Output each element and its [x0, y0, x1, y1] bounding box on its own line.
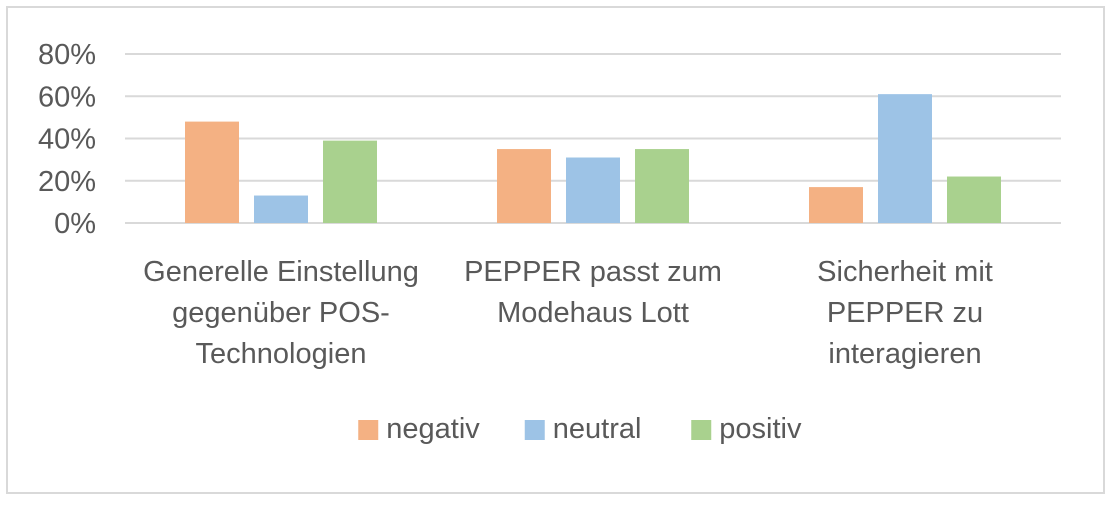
category-label: Sicherheit mit PEPPER zu interagieren — [817, 256, 993, 370]
legend-label: neutral — [553, 413, 642, 445]
category-label-line: gegenüber POS- — [172, 297, 390, 329]
category-label-line: PEPPER passt zum — [464, 256, 722, 288]
legend-label: positiv — [719, 413, 802, 445]
bar-positiv — [323, 140, 377, 223]
y-tick-label: 20% — [38, 166, 96, 198]
legend-swatch-negativ — [358, 420, 379, 440]
category-label: PEPPER passt zum Modehaus Lott — [464, 256, 722, 329]
chart-frame — [6, 6, 1105, 494]
bar-negativ — [497, 149, 551, 223]
category-label: Generelle Einstellung gegenüber POS- Techn… — [143, 256, 419, 370]
category-label-line: PEPPER zu — [827, 297, 983, 329]
bar-neutral — [566, 157, 620, 223]
category-label-line: Modehaus Lott — [497, 297, 689, 329]
bar-negativ — [809, 187, 863, 223]
y-tick-label: 40% — [38, 124, 96, 156]
bar-negativ — [185, 121, 239, 223]
bar-positiv — [635, 149, 689, 223]
category-label-line: Sicherheit mit — [817, 256, 993, 288]
category-label-line: Generelle Einstellung — [143, 256, 419, 288]
bar-neutral — [878, 94, 932, 223]
y-tick-label: 0% — [54, 208, 96, 240]
category-labels: Generelle Einstellung gegenüber POS- Techn… — [143, 256, 993, 370]
y-axis-ticks: 0% 20% 40% 60% 80% — [38, 39, 96, 240]
category-label-line: interagieren — [828, 338, 981, 370]
bar-neutral — [254, 195, 308, 223]
legend-swatch-neutral — [524, 420, 545, 440]
legend-swatch-positiv — [691, 420, 712, 440]
y-tick-label: 60% — [38, 81, 96, 113]
legend: negativ neutral positiv — [358, 413, 802, 445]
bar-positiv — [947, 176, 1001, 223]
legend-label: negativ — [386, 413, 480, 445]
y-tick-label: 80% — [38, 39, 96, 71]
category-label-line: Technologien — [196, 338, 367, 370]
bars — [185, 94, 1001, 223]
